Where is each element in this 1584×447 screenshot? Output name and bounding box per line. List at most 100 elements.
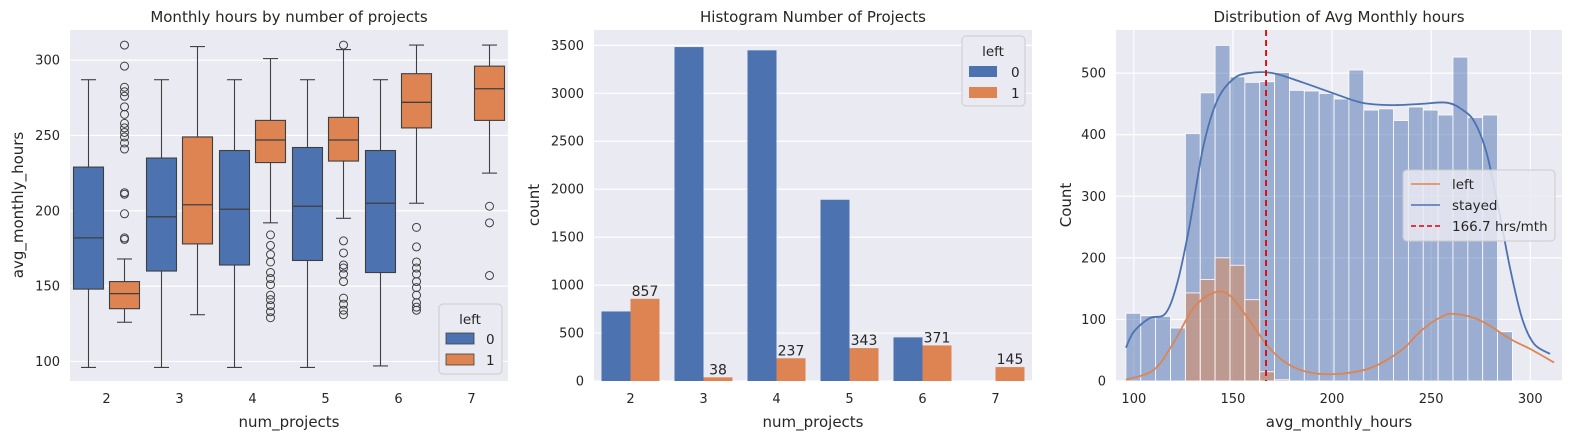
hist-bar-left (1184, 292, 1201, 382)
histogram-x-axis-label: avg_monthly_hours (1266, 413, 1413, 432)
bar-gridlines (594, 44, 1032, 382)
box-outlier (266, 268, 275, 278)
boxplot-marks (72, 40, 506, 368)
hist-bar-left (1259, 371, 1275, 382)
box-iqr (72, 166, 105, 290)
x-tick-label: 6 (918, 392, 926, 407)
box-outlier (412, 283, 421, 293)
box-outlier (266, 295, 275, 305)
bar-x-axis-label: num_projects (762, 413, 863, 432)
hist-bar-stayed (1125, 312, 1142, 382)
x-tick-label: 200 (1320, 392, 1345, 407)
bar-series-1 (630, 298, 660, 381)
y-tick-label: 0 (1098, 375, 1106, 390)
histogram-legend-label-stayed: stayed (1452, 198, 1497, 214)
y-tick-label: 3000 (551, 87, 584, 102)
box-iqr (218, 149, 251, 266)
y-tick-label: 200 (35, 204, 60, 219)
hist-bar-stayed (1303, 90, 1320, 382)
bar-legend-title: left (982, 44, 1004, 60)
y-tick-label: 200 (1081, 251, 1106, 266)
bar-plot-area (594, 30, 1032, 381)
box-iqr (291, 146, 324, 262)
box-outlier (339, 40, 348, 50)
boxplot-legend-title: left (459, 312, 481, 328)
x-tick-label: 5 (321, 392, 329, 407)
hist-bar-stayed (1407, 106, 1424, 382)
histogram-marks (1125, 30, 1555, 382)
box-outlier (120, 138, 129, 148)
box-outlier (120, 40, 129, 50)
x-tick-label: 250 (1419, 392, 1444, 407)
box-outlier (339, 293, 348, 303)
histogram-panel: 0 100 200 300 400 500 100 150 200 250 300 Distribu… (1057, 8, 1562, 432)
box-iqr (254, 119, 287, 164)
box-iqr (108, 281, 141, 310)
bar-data-label: 237 (778, 343, 805, 359)
box-outlier (120, 123, 129, 133)
hist-bar-stayed (1393, 120, 1409, 382)
box-iqr (364, 149, 397, 274)
boxplot-legend-label-0: 0 (486, 332, 495, 348)
bar-series-1 (776, 358, 806, 381)
box-outlier (266, 274, 275, 284)
histogram-legend: left stayed 166.7 hrs/mth (1402, 169, 1556, 242)
box-outlier (120, 82, 129, 92)
box-outlier (120, 132, 129, 142)
hist-bar-stayed (1378, 108, 1394, 382)
bar-series-0 (747, 50, 777, 381)
bar-title: Histogram Number of Projects (700, 8, 926, 26)
boxplot-gridlines (70, 59, 508, 363)
histogram-y-axis-label: Count (1057, 183, 1075, 228)
box-iqr (473, 65, 506, 121)
hist-bar-stayed (1333, 98, 1350, 382)
hist-bar-stayed (1318, 93, 1335, 382)
hist-bar-stayed (1467, 117, 1484, 382)
hist-bar-left (1229, 264, 1246, 382)
hist-bar-stayed (1497, 331, 1513, 382)
boxplot-legend-label-1: 1 (486, 353, 495, 369)
x-tick-label: 3 (699, 392, 707, 407)
bar-legend: left 0 1 (961, 35, 1026, 107)
bar-legend-swatch-0 (969, 66, 997, 77)
histogram-legend-frame (1402, 169, 1556, 242)
box-outlier (120, 91, 129, 101)
x-tick-label: 4 (248, 392, 256, 407)
y-tick-label: 1500 (551, 231, 584, 246)
box-outlier (339, 248, 348, 258)
y-tick-label: 300 (1081, 190, 1106, 205)
bar-series-0 (674, 47, 704, 381)
x-tick-label: 2 (626, 392, 634, 407)
bar-ticks: 0 500 1000 1500 2000 2500 3000 3500 2 3 4 5 6 7 (551, 39, 1000, 407)
hist-bar-stayed (1259, 81, 1275, 382)
y-tick-label: 100 (35, 355, 60, 370)
box-outlier (412, 242, 421, 252)
y-tick-label: 3500 (551, 39, 584, 54)
bar-legend-label-0: 0 (1011, 65, 1020, 81)
hist-bar-stayed (1482, 114, 1498, 382)
box-outlier (266, 301, 275, 311)
hist-bar-stayed (1422, 109, 1439, 382)
kde-line-left (1125, 290, 1555, 381)
box-outlier (339, 310, 348, 320)
x-tick-label: 100 (1121, 392, 1146, 407)
boxplot-legend-swatch-1 (445, 353, 475, 366)
boxplot-y-axis-label: avg_monthly_hours (9, 132, 28, 279)
box-outlier (120, 233, 129, 243)
bar-data-label: 38 (709, 362, 727, 378)
bar-series-1 (995, 367, 1025, 381)
histogram-ticks: 0 100 200 300 400 500 100 150 200 250 300 (1081, 67, 1543, 407)
box-outlier (339, 260, 348, 270)
box-outlier (266, 230, 275, 240)
box-outlier (120, 87, 129, 97)
box-outlier (266, 307, 275, 317)
y-tick-label: 400 (1081, 128, 1106, 143)
y-tick-label: 2000 (551, 183, 584, 198)
bar-y-axis-label: count (525, 184, 543, 226)
bar-series-0 (820, 199, 850, 381)
bar-data-label: 371 (924, 330, 951, 346)
box-outlier (485, 271, 494, 281)
bar-series-0 (601, 311, 631, 381)
